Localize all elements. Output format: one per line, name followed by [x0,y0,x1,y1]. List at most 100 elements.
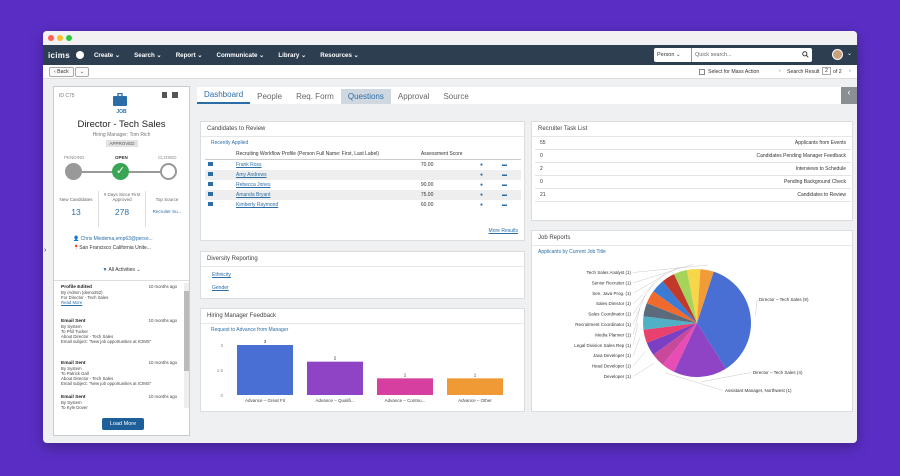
candidate-link[interactable]: Rebecca Jones [236,182,271,188]
pie-slice[interactable] [697,271,751,369]
prev-result-icon[interactable]: ‹ [779,68,781,74]
bar[interactable] [237,345,293,395]
ethnicity-link[interactable]: Ethnicity [212,272,231,278]
pie-slice[interactable] [653,323,697,365]
pie-slice[interactable] [646,291,697,323]
folder-icon[interactable]: ▬ [502,172,507,178]
pie-slice[interactable] [697,269,714,323]
nav-resources[interactable]: Resources ⌄ [320,51,359,59]
pie-slice[interactable] [653,281,697,323]
tab-approval[interactable]: Approval [397,92,430,101]
avatar[interactable] [832,49,843,60]
pie-slice[interactable] [643,323,697,343]
pie-slice[interactable] [686,269,701,323]
activities-filter[interactable]: ▼ All Activities ⌄ [102,267,141,273]
read-more-link[interactable]: Read More [61,300,83,305]
minimize-dot[interactable] [57,35,63,41]
resume-icon[interactable] [208,192,213,196]
close-dot[interactable] [48,35,54,41]
icims-logo[interactable]: icims [48,50,70,60]
tab-people[interactable]: People [257,92,283,101]
search-result-input[interactable]: 2 [822,67,831,75]
pie-label: Developer (1) [604,374,632,379]
load-more-button[interactable]: Load More [102,418,144,430]
nav-report[interactable]: Report ⌄ [175,51,203,59]
candidate-link[interactable]: Amy Andrews [233,170,418,180]
pie-slice[interactable] [662,274,697,323]
activity-item: Email Sent 10 months ago By System To Patri… [61,360,177,386]
candidate-link[interactable]: Amanda Bryant [233,190,418,200]
collapse-icon[interactable]: ‹ [841,87,857,104]
top-source-link[interactable]: Recruiter Su... [152,209,182,214]
back-button[interactable]: ‹ Back [49,66,74,77]
info-icon[interactable]: ● [480,162,484,168]
pie-label: Tech Sales Analyst (1) [586,270,631,275]
chevron-down-icon[interactable]: ⌄ [846,51,852,57]
pie-leader-line [632,273,666,304]
tab-req-form[interactable]: Req. Form [296,92,334,101]
info-icon[interactable]: ● [480,202,484,208]
recruiter-contact[interactable]: 👤 Chris Miedema,emp63@perso... [73,236,153,242]
search-type-select[interactable]: Person ⌄ [654,48,692,62]
folder-icon[interactable]: ▬ [502,162,507,168]
back-dropdown[interactable]: ⌄ [74,66,90,77]
gender-link[interactable]: Gender [212,285,229,291]
resume-icon[interactable] [208,172,213,176]
mass-action-checkbox[interactable] [699,69,705,75]
column-header[interactable]: Recruiting Workflow Profile (Person Full… [233,149,418,160]
pie-slice[interactable] [662,323,697,372]
new-candidates-count[interactable]: 13 [71,207,81,217]
table-row: Kimberly Raymond 60.00 ● ▬ [205,200,521,210]
list-item[interactable]: 0 Pending Background Check [535,175,851,189]
bar[interactable] [377,378,433,395]
tab-source[interactable]: Source [443,92,469,101]
candidate-link[interactable]: Frank Ross [236,162,262,168]
nav-library[interactable]: Library ⌄ [278,51,307,59]
bar[interactable] [447,378,503,395]
info-icon[interactable]: ● [480,182,484,188]
resume-icon[interactable] [208,202,213,206]
activity-item: Email Sent 10 months ago By System To Phil … [61,318,177,344]
folder-icon[interactable]: ▬ [502,202,507,208]
pie-slice[interactable] [674,269,697,323]
print-icon[interactable] [172,92,178,98]
panel-title: Candidates to Review [201,122,524,137]
nav-communicate[interactable]: Communicate ⌄ [216,51,265,59]
candidates-panel: Candidates to Review Recently Applied Re… [200,121,525,241]
next-result-icon[interactable]: › [849,68,851,74]
stat-label: # Days Since First Approved [103,192,141,202]
resume-icon[interactable] [208,162,213,166]
list-item[interactable]: 0 Candidates Pending Manager Feedback [535,149,851,163]
resume-icon[interactable] [208,182,213,186]
compass-icon[interactable] [75,51,84,59]
column-header[interactable]: Assessment Score [417,149,477,160]
pie-slice[interactable] [674,323,726,377]
nav-create[interactable]: Create ⌄ [93,51,121,59]
sidebar-expand-icon[interactable]: › [44,247,47,254]
tab-dashboard[interactable]: Dashboard [197,87,251,104]
folder-icon[interactable]: ▬ [502,192,507,198]
panel-title: Hiring Manager Feedback [201,309,524,324]
bar-value-label: 1 [404,372,407,377]
copy-icon[interactable] [162,92,167,98]
pie-slice[interactable] [643,303,697,323]
table-row: Amy Andrews ● ▬ [205,170,521,180]
search-input[interactable]: Quick search... [692,48,812,62]
search-icon[interactable] [802,51,809,58]
pie-slice[interactable] [643,316,697,330]
list-item[interactable]: 2 Interviews to Schedule [535,162,851,176]
pie-slice[interactable] [646,323,697,355]
list-item[interactable]: 21 Candidates to Review [535,188,851,202]
maximize-dot[interactable] [66,35,72,41]
info-icon[interactable]: ● [480,192,484,198]
more-results-link[interactable]: More Results [488,228,518,234]
candidate-link[interactable]: Kimberly Raymond [236,202,279,208]
folder-icon[interactable]: ▬ [502,182,507,188]
nav-search[interactable]: Search ⌄ [134,51,162,59]
list-item[interactable]: 55 Applicants from Events [535,137,851,150]
bar[interactable] [307,361,363,395]
tab-questions[interactable]: Questions [340,89,391,104]
info-icon[interactable]: ● [480,172,484,178]
job-reports-panel: Job Reports Applicants by Current Job Ti… [531,230,853,412]
activity-scrollbar[interactable] [184,283,189,408]
